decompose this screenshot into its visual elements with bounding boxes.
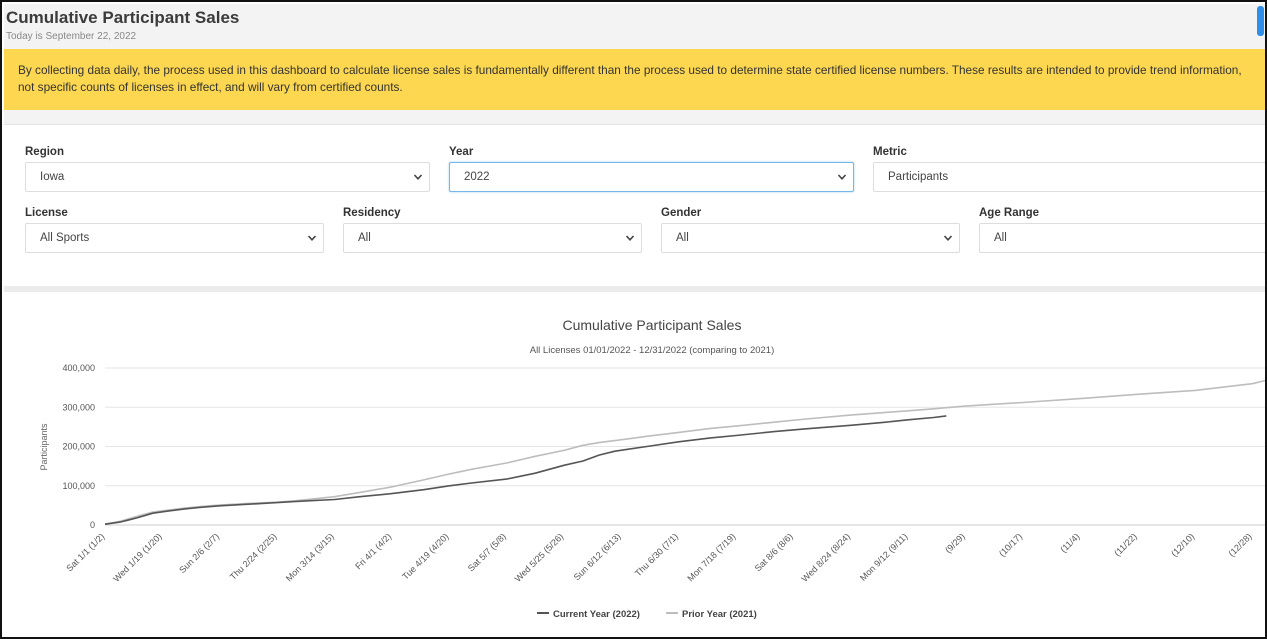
x-tick-label: Wed 1/19 (1/20): [111, 531, 164, 584]
y-tick-label: 0: [90, 520, 95, 530]
legend-label[interactable]: Prior Year (2021): [682, 609, 757, 620]
scrollbar-thumb[interactable]: [1257, 6, 1264, 36]
y-axis-label: Participants: [39, 423, 49, 471]
year-label: Year: [449, 146, 474, 158]
metric-value: Participants: [888, 171, 949, 183]
x-tick-label: Sun 2/6 (2/7): [177, 531, 221, 575]
grid-lines: [105, 367, 1265, 526]
y-tick-label: 300,000: [62, 402, 95, 412]
gender-value: All: [676, 232, 689, 244]
x-tick-label: Mon 9/12 (9/11): [858, 531, 910, 583]
chart-legend: Current Year (2022) Prior Year (2021): [537, 609, 757, 620]
x-tick-label: Wed 8/24 (8/24): [800, 531, 853, 584]
age-range-select[interactable]: All: [979, 223, 1265, 253]
y-tick-label: 100,000: [62, 481, 95, 491]
series-lines: [104, 379, 1265, 525]
x-tick-label: Fri 4/1 (4/2): [353, 531, 393, 571]
year-value: 2022: [464, 171, 490, 183]
x-tick-label: (9/29): [943, 531, 967, 555]
age-range-label: Age Range: [979, 207, 1040, 219]
filter-panel: Region Iowa Year 2022 Metric Participant…: [4, 124, 1265, 286]
x-tick-label: (11/22): [1112, 531, 1139, 558]
license-select[interactable]: All Sports: [25, 223, 324, 253]
x-tick-label: Sat 1/1 (1/2): [64, 531, 106, 573]
x-tick-label: Wed 5/25 (5/26): [513, 531, 566, 584]
chevron-down-icon: [625, 235, 635, 241]
page-header: Cumulative Participant Sales Today is Se…: [4, 4, 1265, 49]
x-tick-label: Sat 5/7 (5/8): [466, 531, 508, 573]
chevron-down-icon: [837, 174, 847, 180]
x-tick-label: Thu 6/30 (7/1): [633, 531, 680, 578]
x-tick-label: (11/4): [1058, 531, 1081, 554]
section-divider: [4, 286, 1265, 292]
x-tick-label: Mon 7/18 (7/19): [685, 531, 737, 583]
notice-banner: By collecting data daily, the process us…: [4, 49, 1265, 110]
metric-select[interactable]: Participants: [873, 162, 1265, 192]
y-tick-label: 400,000: [62, 363, 95, 373]
chart-subtitle: All Licenses 01/01/2022 - 12/31/2022 (co…: [530, 345, 775, 356]
x-tick-label: Thu 2/24 (2/25): [228, 531, 279, 582]
region-select[interactable]: Iowa: [25, 162, 430, 192]
x-tick-label: Mon 3/14 (3/15): [284, 531, 336, 583]
gender-label: Gender: [661, 207, 702, 219]
license-label: License: [25, 207, 68, 219]
gender-select[interactable]: All: [661, 223, 960, 253]
x-tick-label: Sat 8/6 (8/6): [753, 531, 795, 573]
legend-label[interactable]: Current Year (2022): [553, 609, 640, 620]
region-value: Iowa: [40, 171, 65, 183]
x-tick-label: Sun 6/12 (6/13): [572, 531, 623, 582]
chart-panel: Cumulative Participant Sales All License…: [4, 292, 1265, 637]
page-title: Cumulative Participant Sales: [6, 8, 240, 27]
y-axis-ticks: 0 100,000 200,000 300,000 400,000: [62, 363, 95, 530]
x-tick-label: (10/17): [997, 531, 1024, 558]
x-tick-label: (12/28): [1226, 531, 1253, 558]
section-divider: [4, 110, 1265, 124]
chevron-down-icon: [307, 235, 317, 241]
chevron-down-icon: [943, 235, 953, 241]
x-axis-ticks: Sat 1/1 (1/2) Wed 1/19 (1/20) Sun 2/6 (2/7…: [64, 531, 1253, 584]
chart-title: Cumulative Participant Sales: [563, 317, 742, 333]
residency-select[interactable]: All: [343, 223, 642, 253]
metric-label: Metric: [873, 146, 907, 158]
date-text: Today is September 22, 2022: [6, 31, 137, 42]
region-label: Region: [25, 146, 64, 158]
license-value: All Sports: [40, 232, 90, 244]
residency-value: All: [358, 232, 371, 244]
chevron-down-icon: [413, 174, 423, 180]
cumulative-sales-chart: Cumulative Participant Sales All License…: [39, 317, 1265, 620]
x-tick-label: (12/10): [1169, 531, 1196, 558]
y-tick-label: 200,000: [62, 442, 95, 452]
age-range-value: All: [994, 232, 1007, 244]
series-line: [104, 415, 947, 525]
x-tick-label: Tue 4/19 (4/20): [400, 531, 450, 581]
residency-label: Residency: [343, 207, 401, 219]
year-select[interactable]: 2022: [449, 162, 854, 192]
